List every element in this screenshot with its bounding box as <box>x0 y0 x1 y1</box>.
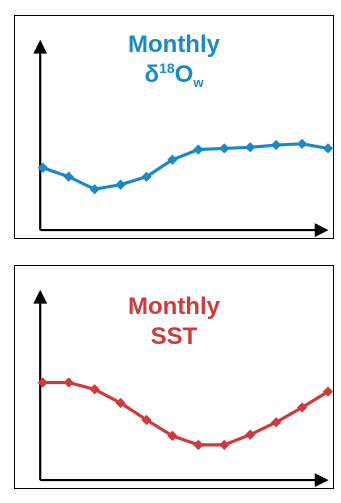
series-line <box>42 380 329 447</box>
data-point <box>89 384 100 395</box>
data-point <box>322 143 334 154</box>
data-point <box>245 142 256 153</box>
series-line <box>42 142 329 191</box>
data-point <box>193 144 204 155</box>
y-axis-arrow-icon <box>33 289 48 304</box>
chart-title-line2: δ18Ow <box>15 60 333 93</box>
data-point <box>63 171 74 182</box>
data-point <box>219 439 230 451</box>
data-point <box>219 143 230 154</box>
chart-title-symbol: δ <box>144 61 160 88</box>
data-point <box>167 430 178 441</box>
data-point <box>141 414 152 426</box>
chart-panel-sst: Monthly SST <box>14 265 334 489</box>
chart-title-line1: Monthly <box>128 31 220 58</box>
data-point <box>115 179 126 190</box>
chart-title-d18ow: Monthly δ18Ow <box>15 30 333 93</box>
chart-title-line1: Monthly <box>128 293 220 320</box>
data-point <box>63 377 74 388</box>
data-point <box>245 429 256 440</box>
y-axis-arrow-icon <box>33 39 48 54</box>
chart-title-sst: Monthly SST <box>15 292 333 352</box>
chart-sst-svg <box>33 289 334 488</box>
chart-title-element: O <box>174 61 194 88</box>
data-point <box>89 184 100 195</box>
chart-title-superscript: 18 <box>159 60 175 76</box>
chart-panel-d18ow: Monthly δ18Ow <box>14 15 334 239</box>
data-point <box>270 139 282 151</box>
data-point <box>296 138 308 150</box>
chart-title-subscript: w <box>193 75 204 90</box>
chart-title-line2: SST <box>150 323 198 350</box>
data-point <box>115 397 126 409</box>
x-axis-arrow-icon <box>314 473 329 488</box>
chart-d18ow-svg <box>33 39 334 238</box>
x-axis-arrow-icon <box>314 223 329 238</box>
data-point <box>193 439 204 451</box>
